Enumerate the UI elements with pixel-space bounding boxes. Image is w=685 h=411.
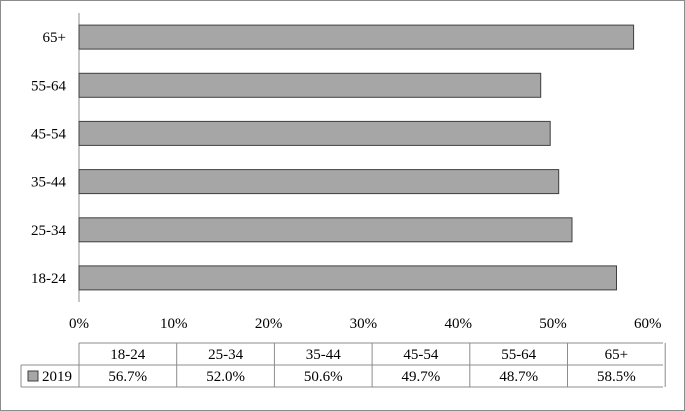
x-tick-label: 50%: [539, 316, 567, 332]
bar-18-24: [78, 265, 617, 291]
x-tick-label: 30%: [350, 316, 378, 332]
table-value-cell: 48.7%: [499, 369, 538, 385]
category-label: 55-64: [31, 78, 66, 94]
table-value-cell: 52.0%: [206, 369, 245, 385]
table-header-cell: 55-64: [501, 347, 536, 363]
category-label: 65+: [43, 30, 66, 46]
category-label: 18-24: [31, 271, 66, 287]
x-tick-label: 10%: [160, 316, 188, 332]
table-header-cell: 25-34: [208, 347, 243, 363]
bar-45-54: [78, 120, 551, 146]
legend-swatch: [27, 370, 39, 382]
bar-25-34: [78, 217, 573, 243]
table-value-cell: 49.7%: [402, 369, 441, 385]
table-header-cell: 18-24: [110, 347, 145, 363]
table-value-cell: 50.6%: [304, 369, 343, 385]
x-tick-label: 20%: [255, 316, 283, 332]
bar-65+: [78, 24, 635, 50]
table-value-cell: 56.7%: [108, 369, 147, 385]
table-value-cell: 58.5%: [597, 369, 636, 385]
bar-55-64: [78, 72, 542, 98]
bar-35-44: [78, 169, 560, 195]
legend-label: 2019: [42, 369, 72, 385]
x-tick-label: 60%: [634, 316, 662, 332]
category-label: 45-54: [31, 126, 66, 142]
x-tick-label: 40%: [444, 316, 472, 332]
table-header-cell: 35-44: [306, 347, 341, 363]
table-header-cell: 65+: [605, 347, 628, 363]
category-label: 35-44: [31, 175, 66, 191]
x-tick-label: 0%: [69, 316, 89, 332]
category-label: 25-34: [31, 223, 66, 239]
table-header-cell: 45-54: [403, 347, 438, 363]
